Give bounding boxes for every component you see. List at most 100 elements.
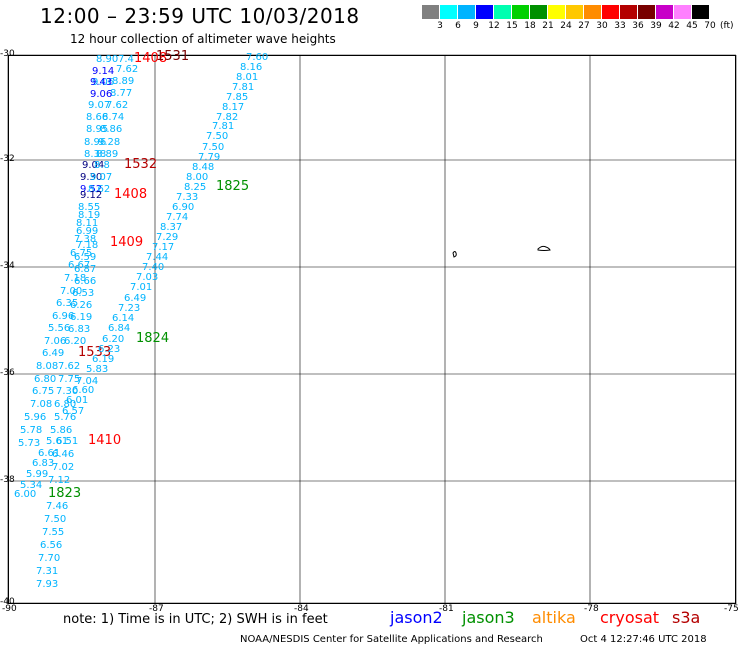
- scale-tick-label: 3: [437, 21, 443, 31]
- wave-height-value: 8.77: [110, 88, 132, 99]
- scale-swatch: [674, 5, 691, 19]
- wave-height-value: 7.31: [36, 566, 58, 577]
- pass-time-label: 1823: [48, 486, 81, 501]
- wave-height-value: 8.62: [88, 184, 110, 195]
- generated-timestamp: Oct 4 12:27:46 UTC 2018: [580, 634, 707, 645]
- wave-height-value: 8.48: [192, 162, 214, 173]
- wave-height-value: 5.83: [86, 364, 108, 375]
- wave-height-value: 6.99: [76, 226, 98, 237]
- wave-height-value: 6.46: [52, 449, 74, 460]
- map-frame: [8, 55, 736, 604]
- wave-height-value: 9.07: [90, 172, 112, 183]
- wave-height-value: 8.11: [76, 218, 98, 229]
- scale-swatch: [476, 5, 493, 19]
- wave-height-value: 6.90: [172, 202, 194, 213]
- wave-height-value: 7.60: [246, 52, 268, 63]
- wave-height-value: 6.83: [68, 324, 90, 335]
- scale-tick-label: 6: [455, 21, 461, 31]
- wave-height-value: 6.20: [64, 336, 86, 347]
- longitude-label: -81: [439, 604, 454, 614]
- wave-height-value: 6.49: [124, 293, 146, 304]
- wave-height-value: 6.53: [72, 288, 94, 299]
- scale-tick-label: 12: [488, 21, 500, 31]
- island-shape: [537, 245, 551, 251]
- wave-height-value: 7.50: [44, 514, 66, 525]
- scale-tick-label: 18: [524, 21, 536, 31]
- scale-swatch: [458, 5, 475, 19]
- wave-height-value: 7.29: [156, 232, 178, 243]
- wave-height-value: 6.87: [74, 264, 96, 275]
- pass-time-label: 1824: [136, 331, 169, 346]
- wave-height-value: 6.51: [56, 436, 78, 447]
- wave-height-value: 6.01: [66, 395, 88, 406]
- latitude-label: -30: [0, 49, 15, 59]
- latitude-label: -36: [0, 368, 15, 378]
- pass-time-label: 1533: [78, 345, 111, 360]
- scale-swatch: [422, 5, 439, 19]
- scale-tick-label: 33: [614, 21, 626, 31]
- wave-height-value: 7.18: [64, 273, 86, 284]
- wave-height-value: 5.73: [18, 438, 40, 449]
- wave-height-value: 8.96: [84, 137, 106, 148]
- wave-height-value: 6.49: [42, 348, 64, 359]
- map-title: 12:00 – 23:59 UTC 10/03/2018: [40, 4, 360, 28]
- wave-height-value: 7.23: [118, 303, 140, 314]
- scale-swatch: [638, 5, 655, 19]
- scale-swatch: [602, 5, 619, 19]
- wave-height-value: 7.04: [76, 376, 98, 387]
- coastline-islands: [452, 245, 551, 258]
- scale-swatch: [530, 5, 547, 19]
- pass-time-label: 1408: [134, 51, 167, 66]
- footer-note: note: 1) Time is in UTC; 2) SWH is in fe…: [63, 612, 328, 627]
- wave-height-value: 5.61: [46, 436, 68, 447]
- wave-height-value: 6.66: [74, 276, 96, 287]
- wave-height-value: 8.37: [160, 222, 182, 233]
- longitude-label: -78: [584, 604, 599, 614]
- wave-height-value: 7.62: [58, 361, 80, 372]
- wave-height-value: 7.79: [198, 152, 220, 163]
- wave-height-value: 7.03: [136, 272, 158, 283]
- scale-swatch: [656, 5, 673, 19]
- wave-height-value: 6.26: [70, 300, 92, 311]
- longitude-label: -84: [294, 604, 309, 614]
- wave-height-value: 7.12: [48, 475, 70, 486]
- wave-height-value: 8.25: [184, 182, 206, 193]
- wave-height-value: 6.80: [54, 399, 76, 410]
- wave-height-value: 7.17: [152, 242, 174, 253]
- scale-tick-label: 24: [560, 21, 572, 31]
- scale-swatch: [548, 5, 565, 19]
- wave-height-value: 6.60: [72, 385, 94, 396]
- wave-height-value: 9.07: [88, 100, 110, 111]
- wave-height-value: 6.35: [56, 298, 78, 309]
- wave-height-value: 6.75: [70, 248, 92, 259]
- wave-height-value: 7.33: [176, 192, 198, 203]
- scale-tick-label: 70: [704, 21, 716, 31]
- wave-height-value: 6.83: [32, 458, 54, 469]
- scale-swatch: [620, 5, 637, 19]
- wave-height-value: 7.06: [44, 336, 66, 347]
- wave-height-value: 8.89: [96, 149, 118, 160]
- scale-tick-label: 42: [668, 21, 680, 31]
- map-subtitle: 12 hour collection of altimeter wave hei…: [70, 32, 336, 46]
- latitude-label: -38: [0, 475, 15, 485]
- scale-tick-label: 45: [686, 21, 698, 31]
- wave-height-value: 5.99: [26, 469, 48, 480]
- pass-time-label: 1409: [110, 235, 143, 250]
- map-gridlines: [7, 54, 737, 604]
- wave-height-value: 6.75: [32, 386, 54, 397]
- wave-height-value: 5.96: [24, 412, 46, 423]
- wave-height-value: 8.55: [78, 202, 100, 213]
- legend-s3a: s3a: [672, 608, 701, 627]
- scale-tick-label: 9: [473, 21, 479, 31]
- wave-height-value: 7.62: [106, 100, 128, 111]
- scale-swatch: [440, 5, 457, 19]
- longitude-label: -90: [2, 604, 17, 614]
- wave-height-value: 8.89: [112, 76, 134, 87]
- wave-height-value: 8.08: [36, 361, 58, 372]
- wave-height-value: 6.96: [52, 311, 74, 322]
- island-shape: [452, 251, 457, 258]
- wave-height-value: 7.81: [212, 121, 234, 132]
- pass-time-label: 1408: [114, 187, 147, 202]
